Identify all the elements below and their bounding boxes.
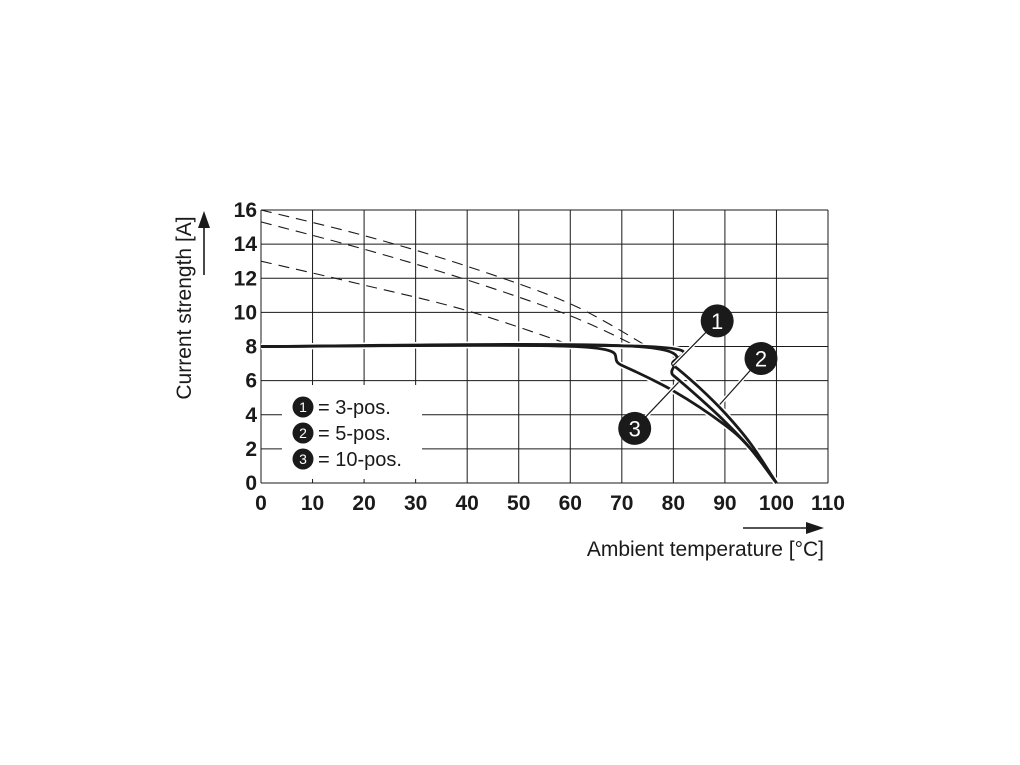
derating-curves (260, 341, 780, 485)
x-axis-arrow (743, 522, 824, 534)
x-tick-label: 50 (507, 492, 530, 515)
legend-marker-number: 1 (299, 399, 307, 415)
callout-number: 1 (711, 309, 723, 334)
x-tick-labels: 0 10 20 30 40 50 60 70 80 90 100 110 (255, 492, 845, 515)
y-tick-label: 0 (245, 472, 257, 495)
legend: 1 = 3-pos. 2 = 5-pos. 3 = 10-pos. (282, 385, 422, 479)
callout-badge-2 (744, 341, 778, 375)
legend-label: = 3-pos. (318, 397, 391, 419)
y-tick-label: 6 (245, 370, 257, 393)
dashed-extrapolation-lines (260, 209, 648, 348)
y-tick-labels: 0 2 4 6 8 10 12 14 16 (234, 199, 258, 495)
x-tick-label: 0 (255, 492, 267, 515)
callout-number: 2 (755, 346, 767, 371)
y-tick-label: 16 (234, 199, 257, 222)
y-axis-arrow (198, 211, 210, 275)
y-axis-label: Current strength [A] (173, 216, 196, 399)
x-tick-label: 10 (301, 492, 324, 515)
y-tick-label: 12 (234, 267, 257, 290)
y-tick-label: 2 (245, 438, 257, 461)
y-tick-label: 4 (245, 404, 257, 427)
legend-marker-number: 3 (299, 451, 307, 467)
legend-marker-1 (292, 396, 314, 418)
x-axis-label: Ambient temperature [°C] (587, 538, 824, 561)
x-tick-label: 110 (811, 492, 845, 515)
x-tick-label: 20 (352, 492, 375, 515)
legend-marker-number: 2 (299, 425, 307, 441)
callout-badge-3 (618, 411, 652, 445)
legend-label: = 10-pos. (318, 449, 402, 471)
x-tick-label: 100 (759, 492, 794, 515)
x-tick-label: 80 (662, 492, 685, 515)
y-tick-label: 10 (234, 301, 257, 324)
dashed-line-1 (260, 209, 648, 347)
x-tick-label: 70 (610, 492, 633, 515)
x-tick-label: 90 (713, 492, 736, 515)
curve-callouts: 1 2 3 (618, 304, 778, 445)
x-tick-label: 30 (404, 492, 427, 515)
callout-number: 3 (629, 416, 641, 441)
y-tick-label: 14 (234, 233, 258, 256)
y-tick-label: 8 (245, 336, 257, 359)
x-tick-label: 40 (456, 492, 479, 515)
legend-marker-3 (292, 448, 314, 470)
callout-badge-1 (700, 304, 734, 338)
legend-marker-2 (292, 422, 314, 444)
x-tick-label: 60 (559, 492, 582, 515)
legend-label: = 5-pos. (318, 423, 391, 445)
dashed-line-3 (260, 260, 576, 348)
curve-3 (260, 343, 778, 484)
